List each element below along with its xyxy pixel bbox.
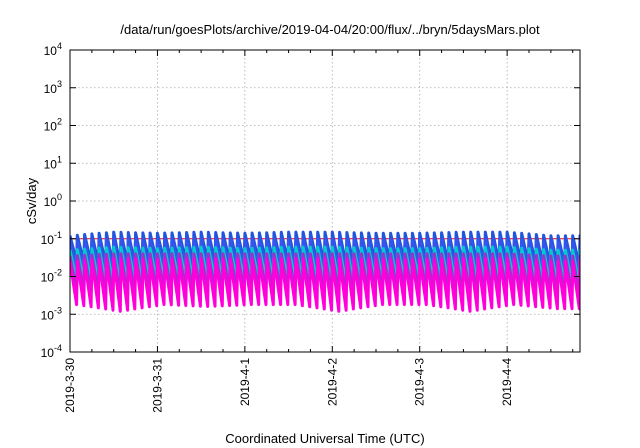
x-tick-label: 2019-4-4 [500,358,514,406]
x-tick-label: 2019-4-2 [325,358,339,406]
x-tick-label: 2019-3-31 [150,358,164,413]
y-tick-label: 10-3 [41,305,62,322]
x-axis: 2019-3-30 2019-3-31 2019-4-1 2019-4-2 2019-4… [63,50,574,413]
chart-title: /data/run/goesPlots/archive/2019-04-04/2… [120,22,540,37]
x-tick-label: 2019-4-3 [413,358,427,406]
x-axis-label: Coordinated Universal Time (UTC) [225,431,424,446]
y-axis: 10-4 10-3 10-2 10-1 100 101 102 103 104 [41,41,580,360]
y-tick-label: 103 [44,79,62,96]
y-tick-label: 102 [44,117,62,134]
y-tick-label: 100 [44,192,62,209]
y-tick-label: 104 [44,41,62,58]
y-tick-label: 10-4 [41,343,62,360]
y-axis-label: cSv/day [24,177,39,224]
y-tick-label: 101 [44,154,62,171]
x-tick-label: 2019-3-30 [63,358,77,413]
series-line [70,257,580,313]
y-tick-label: 10-1 [41,230,62,247]
series-area [70,230,580,313]
x-tick-label: 2019-4-1 [238,358,252,406]
y-tick-label: 10-2 [41,268,62,285]
